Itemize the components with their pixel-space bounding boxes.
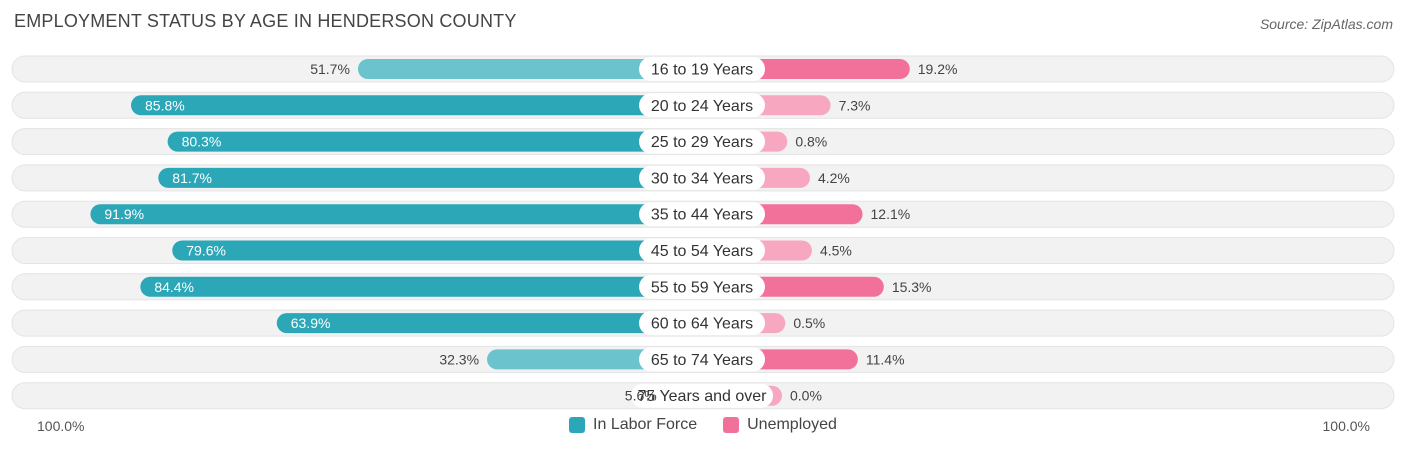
category-label: 55 to 59 Years (651, 279, 753, 296)
axis-right-label: 100.0% (1322, 418, 1370, 434)
value-label-in-labor-force: 81.7% (172, 170, 212, 186)
category-label: 35 to 44 Years (651, 207, 753, 224)
bar-in-labor-force[interactable] (140, 276, 702, 297)
value-label-unemployed: 12.1% (871, 206, 911, 222)
value-label-in-labor-force: 51.7% (310, 61, 350, 77)
category-label-pill (639, 347, 765, 372)
category-label-pill (639, 274, 765, 299)
category-label-pill (639, 311, 765, 336)
category-label-pill (639, 202, 765, 227)
value-label-unemployed: 0.8% (795, 134, 827, 150)
category-label: 65 to 74 Years (651, 352, 753, 369)
category-label-pill (639, 129, 765, 154)
category-label: 60 to 64 Years (651, 316, 753, 333)
value-label-in-labor-force: 5.6% (625, 388, 657, 404)
legend-swatch-unemployed (723, 417, 740, 433)
bar-in-labor-force[interactable] (167, 131, 702, 152)
axis-left-label: 100.0% (37, 418, 85, 434)
category-label: 20 to 24 Years (651, 98, 753, 115)
category-label: 30 to 34 Years (651, 170, 753, 187)
category-label: 16 to 19 Years (651, 62, 753, 79)
value-label-unemployed: 11.4% (866, 351, 905, 367)
value-label-unemployed: 0.5% (793, 315, 825, 331)
bar-in-labor-force[interactable] (131, 95, 703, 116)
value-label-unemployed: 7.3% (839, 97, 871, 113)
legend-label-unemployed: Unemployed (747, 416, 837, 433)
legend-label-in-labor-force: In Labor Force (593, 416, 698, 433)
value-label-in-labor-force: 79.6% (186, 243, 226, 259)
value-label-in-labor-force: 80.3% (182, 134, 222, 150)
source-credit: Source: ZipAtlas.com (1259, 16, 1393, 32)
value-label-in-labor-force: 84.4% (154, 279, 194, 295)
bar-in-labor-force[interactable] (158, 167, 702, 188)
bar-in-labor-force[interactable] (90, 204, 702, 225)
value-label-in-labor-force: 91.9% (104, 206, 144, 222)
category-label-pill (639, 93, 765, 118)
legend-item-unemployed[interactable]: Unemployed (723, 416, 837, 434)
legend-swatch-in-labor-force (569, 417, 586, 433)
value-label-unemployed: 0.0% (790, 388, 822, 404)
category-label-pill (639, 57, 765, 81)
category-label: 25 to 29 Years (651, 134, 753, 151)
value-label-unemployed: 19.2% (918, 61, 958, 77)
category-label-pill (631, 383, 773, 408)
bar-in-labor-force[interactable] (172, 240, 703, 261)
legend-item-in-labor-force[interactable]: In Labor Force (569, 416, 697, 434)
value-label-in-labor-force: 85.8% (145, 97, 185, 113)
value-label-in-labor-force: 32.3% (439, 351, 479, 367)
value-label-in-labor-force: 63.9% (291, 315, 331, 331)
chart-title: EMPLOYMENT STATUS BY AGE IN HENDERSON CO… (14, 11, 517, 31)
category-label: 45 to 54 Years (651, 243, 753, 260)
value-label-unemployed: 4.5% (820, 243, 852, 259)
category-label-pill (639, 238, 765, 263)
bar-in-labor-force[interactable] (357, 59, 702, 79)
bar-in-labor-force[interactable] (276, 313, 702, 334)
category-label-pill (639, 165, 765, 190)
category-label: 75 Years and over (638, 388, 768, 405)
legend: In Labor Force Unemployed (0, 416, 1406, 434)
value-label-unemployed: 15.3% (892, 279, 932, 295)
value-label-unemployed: 4.2% (818, 170, 850, 186)
